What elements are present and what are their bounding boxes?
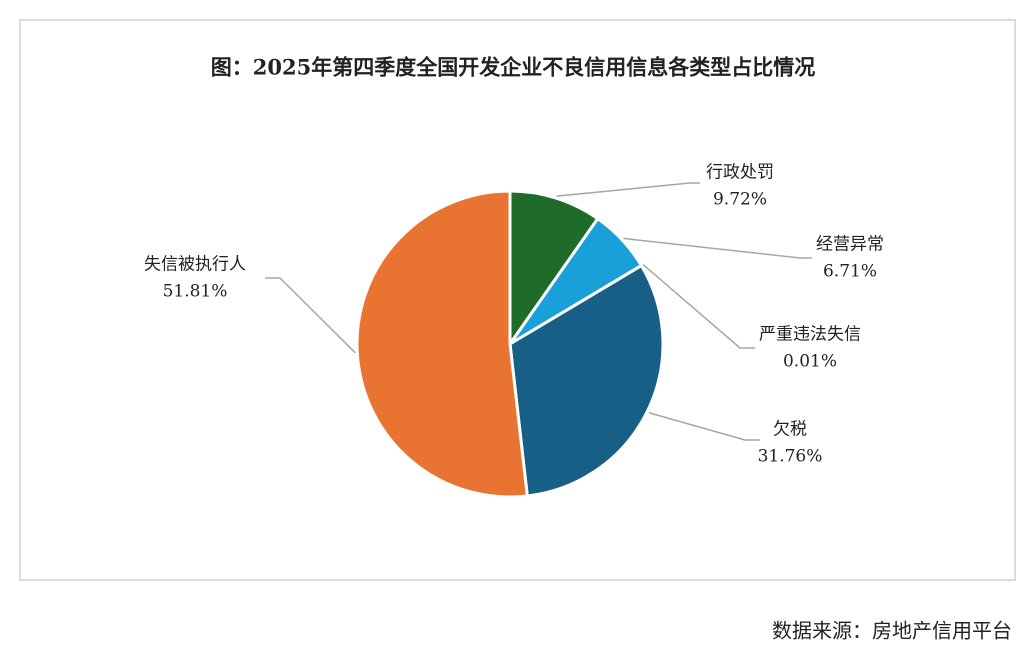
pie-slice [508,189,600,349]
slice-value-label: 51.81% [163,282,228,302]
slice-value-label: 31.76% [758,447,823,467]
chart-title: 图：2025年第四季度全国开发企业不良信用信息各类型占比情况 [211,55,815,80]
pie-slice [508,263,665,498]
slice-value-label: 9.72% [713,190,767,210]
leader-line [265,277,356,354]
source-note: 数据来源：房地产信用平台 [772,619,1012,643]
slice-label: 经营异常 [816,235,884,255]
slice-value-label: 0.01% [783,352,837,372]
slice-label: 欠税 [773,420,807,440]
leader-line [648,412,760,441]
leader-line [556,182,700,197]
leader-line [642,263,755,349]
slice-label: 行政处罚 [706,163,774,183]
slice-value-label: 6.71% [823,262,877,282]
pie-slice [355,189,529,499]
slice-label: 严重违法失信 [759,325,861,345]
leader-line [623,237,812,259]
slice-label: 失信被执行人 [144,255,246,275]
